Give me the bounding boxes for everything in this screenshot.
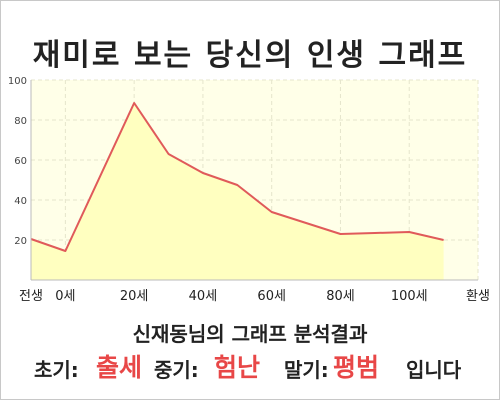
x-tick-label: 100세 xyxy=(391,289,428,304)
x-tick-label: 60세 xyxy=(257,289,286,304)
x-tick-label: 환생 xyxy=(466,289,490,304)
early-label: 초기: xyxy=(34,358,79,382)
late-value: 평범 xyxy=(333,353,380,382)
mid-label: 중기: xyxy=(154,358,199,382)
late-label: 말기: xyxy=(284,358,329,382)
early-value: 출세 xyxy=(96,353,143,382)
y-tick-label: 20 xyxy=(14,236,27,247)
y-tick-label: 100 xyxy=(8,76,27,87)
x-tick-label: 40세 xyxy=(189,289,218,304)
x-tick-label: 80세 xyxy=(326,289,355,304)
series-line xyxy=(30,102,444,252)
x-tick-label: 전생 xyxy=(19,289,43,304)
y-tick-label: 80 xyxy=(14,116,27,127)
y-tick-label: 60 xyxy=(14,156,27,167)
chart-title: 재미로 보는 당신의 인생 그래프 xyxy=(32,38,468,73)
area-fill xyxy=(31,103,444,280)
y-tick-label: 40 xyxy=(14,196,27,207)
ending-text: 입니다 xyxy=(406,358,462,382)
x-tick-label: 0세 xyxy=(55,289,75,304)
mid-value: 험난 xyxy=(214,353,261,382)
x-tick-label: 20세 xyxy=(120,289,149,304)
analysis-caption: 신재동님의 그래프 분석결과 xyxy=(132,322,368,346)
analysis-result: 초기: 출세 중기: 험난 말기: 평범 입니다 xyxy=(0,346,500,382)
